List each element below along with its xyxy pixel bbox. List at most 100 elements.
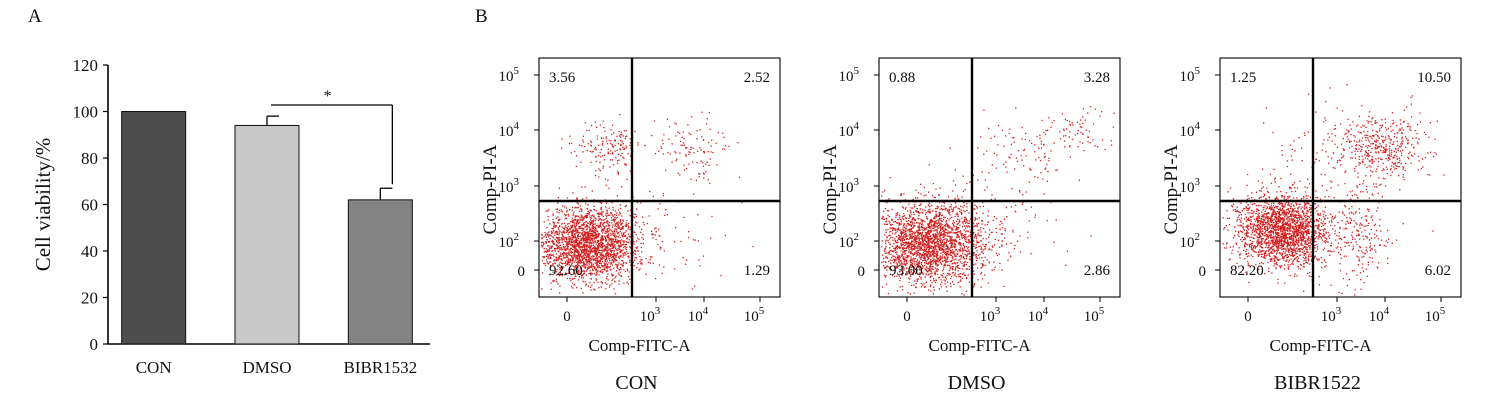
dot	[582, 234, 584, 236]
dot	[619, 251, 621, 253]
dot	[635, 257, 637, 259]
dot	[606, 234, 608, 236]
dot	[911, 223, 913, 225]
dot	[616, 235, 618, 238]
dot	[895, 241, 898, 244]
dot	[588, 253, 590, 256]
dot	[579, 245, 581, 248]
dot	[571, 260, 573, 262]
dot	[621, 140, 623, 143]
dot	[940, 217, 942, 220]
dot	[682, 131, 684, 133]
dot	[611, 219, 613, 221]
dot	[936, 254, 938, 256]
dot	[907, 222, 909, 225]
dot	[575, 237, 577, 240]
dot	[910, 272, 912, 274]
dot	[905, 271, 908, 273]
dot	[611, 144, 613, 146]
dot	[577, 252, 579, 254]
dot	[936, 268, 938, 271]
dot	[973, 243, 975, 246]
dot	[628, 226, 630, 228]
dot	[936, 251, 938, 254]
dot	[618, 248, 620, 250]
dot	[901, 243, 904, 246]
dot	[577, 237, 579, 240]
dot	[977, 229, 979, 231]
dot	[579, 205, 581, 207]
dot	[912, 236, 914, 238]
dot	[603, 256, 605, 258]
dot	[594, 217, 596, 219]
dot	[587, 246, 589, 248]
dot	[1040, 172, 1042, 174]
dot	[550, 235, 552, 237]
dot	[578, 250, 580, 253]
dot	[692, 147, 694, 149]
dot	[963, 274, 966, 276]
dot	[594, 148, 596, 150]
dot	[605, 263, 607, 265]
dot	[939, 249, 941, 251]
dot	[888, 242, 890, 244]
dot	[953, 207, 955, 209]
dot	[712, 151, 714, 154]
dot	[662, 153, 664, 155]
dot	[936, 223, 938, 225]
dot	[923, 250, 925, 252]
dot	[918, 246, 921, 248]
dot	[884, 252, 887, 254]
dot	[949, 282, 952, 285]
dot	[914, 244, 916, 246]
dot	[937, 206, 939, 208]
dot	[586, 239, 588, 241]
dot	[956, 232, 959, 234]
dot	[903, 224, 905, 226]
dot	[936, 238, 938, 240]
dot	[558, 187, 560, 189]
dot	[884, 247, 886, 249]
dot	[559, 230, 561, 232]
dot	[615, 247, 617, 250]
dot	[982, 201, 984, 204]
dot	[1028, 139, 1031, 142]
dot	[950, 226, 952, 228]
dot	[571, 238, 573, 241]
dot	[896, 245, 899, 248]
dot	[948, 232, 950, 234]
dot	[613, 288, 615, 290]
dot	[933, 196, 935, 198]
dot	[937, 238, 939, 240]
dot	[605, 277, 608, 280]
dot	[955, 249, 957, 251]
dot	[969, 234, 971, 236]
dot	[920, 257, 922, 259]
dot	[574, 249, 576, 251]
dot	[902, 226, 904, 228]
dot	[939, 260, 941, 262]
dot	[965, 276, 968, 278]
dot	[1001, 269, 1003, 271]
dot	[902, 268, 904, 271]
dot	[573, 230, 575, 232]
dot	[968, 265, 970, 268]
dot	[895, 251, 897, 253]
dot	[927, 191, 930, 193]
dot	[624, 148, 626, 150]
dot	[946, 256, 948, 258]
dot	[929, 236, 931, 238]
dot	[918, 272, 921, 274]
dot	[587, 226, 589, 228]
dot	[937, 207, 939, 209]
dot	[915, 283, 917, 285]
dot	[916, 230, 918, 232]
dot	[960, 276, 962, 278]
dot	[912, 265, 914, 268]
dot	[885, 242, 887, 245]
dot	[975, 255, 977, 257]
dot	[898, 265, 900, 267]
dot	[608, 187, 610, 189]
dot	[728, 145, 730, 147]
dot	[585, 216, 587, 218]
